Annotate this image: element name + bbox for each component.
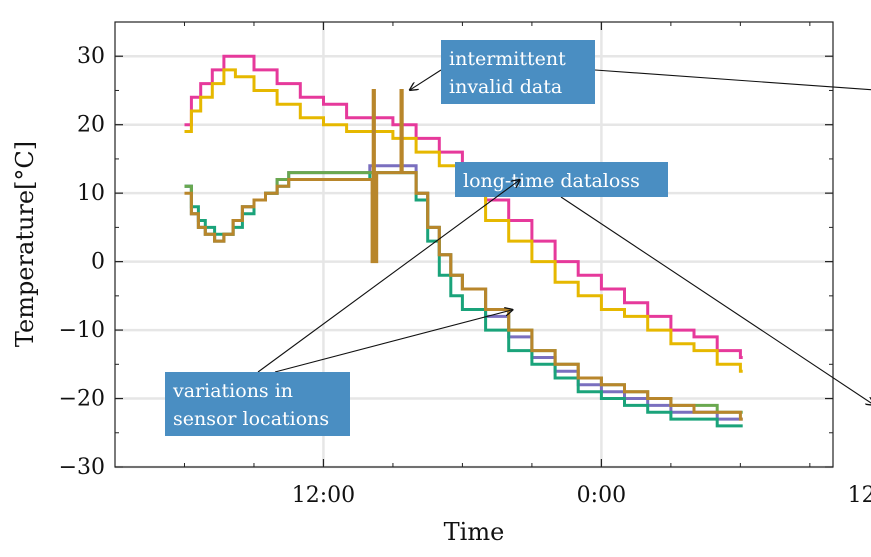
y-tick-label: −20: [59, 387, 105, 412]
annotations: intermittent invalid data long-time datalo…: [165, 40, 871, 436]
x-tick-label: 12:00: [292, 483, 355, 508]
series-line-5-segment-2: [838, 159, 871, 406]
series-line-2: [184, 68, 743, 373]
y-tick-label: 10: [77, 181, 105, 206]
y-tick-label: −30: [59, 455, 105, 480]
annotation-text: sensor locations: [173, 408, 329, 430]
annotation-text: intermittent: [449, 48, 566, 70]
annotation-arrow: [594, 69, 871, 91]
x-tick-label: 12:00: [848, 483, 871, 508]
annotation-arrow: [257, 179, 520, 373]
series-line-1-segment-2: [838, 118, 871, 392]
annotation-text: invalid data: [449, 76, 562, 98]
series-line-1: [184, 54, 743, 359]
annotation-arrow: [560, 196, 871, 405]
plot-frame: [114, 21, 834, 468]
series-line-4-segment-2: [838, 159, 871, 426]
series-line-3-segment-2: [838, 152, 871, 412]
annotation-arrow: [274, 310, 513, 373]
y-tick-label: 0: [91, 250, 105, 275]
annotation-arrow: [409, 69, 442, 90]
annotation-text: variations in: [172, 380, 293, 402]
series-lines: [184, 54, 871, 428]
annotation-box: [441, 40, 595, 104]
x-tick-label: 0:00: [577, 483, 626, 508]
series-line-6-segment-2: [838, 91, 871, 413]
axes: 30 20 10 0 −10 −20 −30 12:00 0:00 12:00: [59, 21, 871, 508]
y-axis-title: Temperature[°C]: [11, 141, 39, 347]
series-line-2-segment-2: [838, 125, 871, 399]
annotation-text: long-time dataloss: [463, 170, 640, 192]
annotation-box: [165, 372, 350, 436]
y-tick-label: 20: [77, 113, 105, 138]
series-line-6: [184, 89, 743, 421]
y-tick-label: −10: [59, 318, 105, 343]
y-tick-label: 30: [77, 44, 105, 69]
annotation-box: [455, 162, 668, 197]
x-axis-title: Time: [444, 518, 505, 546]
